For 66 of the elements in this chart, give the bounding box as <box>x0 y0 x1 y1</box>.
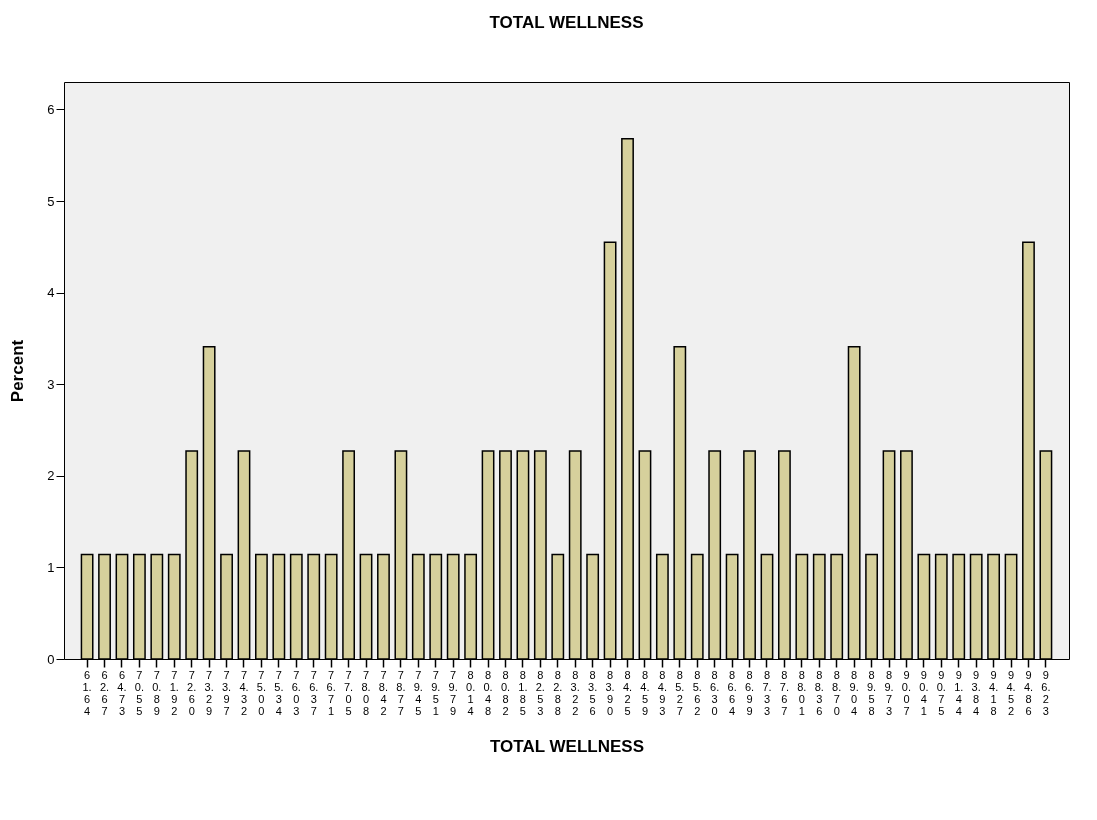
x-tick-label: 89.58 <box>866 668 877 717</box>
x-tick-label: 85.62 <box>692 668 702 717</box>
x-tick-label: 84.59 <box>640 668 650 717</box>
x-tick-label: 87.33 <box>762 668 772 717</box>
x-tick-label: 88.01 <box>797 668 807 717</box>
x-tick-label: 90.75 <box>936 668 946 717</box>
y-tick-label: 3 <box>47 376 55 392</box>
x-tick-label: 90.07 <box>901 668 912 717</box>
x-tick-label: 74.32 <box>239 668 249 717</box>
x-tick-label: 96.23 <box>1041 668 1051 717</box>
x-tick-label: 80.82 <box>500 668 511 717</box>
x-tick-label: 70.55 <box>134 668 144 717</box>
y-tick-label: 1 <box>47 559 55 575</box>
x-tick-label: 79.79 <box>448 668 458 717</box>
x-tick-label: 83.22 <box>570 668 580 717</box>
x-tick-label: 91.44 <box>954 668 964 717</box>
x-tick-label: 82.53 <box>535 668 545 717</box>
x-tick-label: 79.51 <box>431 668 441 717</box>
x-tick-label: 75.34 <box>274 668 284 717</box>
x-tick-label: 73.29 <box>204 668 214 717</box>
x-tick-label: 73.97 <box>221 668 232 717</box>
x-tick-label: 94.18 <box>989 668 999 717</box>
y-axis-title: Percent <box>8 339 28 403</box>
x-tick-label: 62.67 <box>99 668 110 717</box>
x-tick-label: 80.48 <box>483 668 493 717</box>
x-tick-label: 61.64 <box>82 668 92 717</box>
y-tick-label: 4 <box>47 285 55 301</box>
x-tick-label: 64.73 <box>117 668 127 717</box>
x-tick-label: 76.71 <box>326 668 336 717</box>
x-tick-label: 86.64 <box>727 668 737 717</box>
x-tick-label: 89.04 <box>849 668 859 717</box>
x-tick-label: 76.37 <box>309 668 319 717</box>
x-tick-label: 70.89 <box>152 668 162 717</box>
x-tick-label: 82.88 <box>553 668 563 717</box>
x-tick-label: 72.60 <box>187 668 197 717</box>
x-tick-label: 86.30 <box>710 668 720 717</box>
y-tick-label: 6 <box>47 101 55 117</box>
x-tick-label: 79.45 <box>413 668 423 717</box>
x-tick-label: 77.05 <box>344 668 354 717</box>
x-tick-label: 93.84 <box>971 668 981 717</box>
x-tick-label: 88.70 <box>832 668 842 717</box>
x-tick-label: 87.67 <box>779 668 789 717</box>
x-tick-label: 83.90 <box>605 668 615 717</box>
x-tick-label: 83.56 <box>588 668 598 717</box>
x-axis-title: TOTAL WELLNESS <box>490 736 644 756</box>
x-tick-label: 90.41 <box>919 668 929 717</box>
chart-title: TOTAL WELLNESS <box>489 13 644 32</box>
x-tick-label: 89.73 <box>884 668 894 717</box>
x-tick-label: 78.77 <box>396 668 406 717</box>
y-tick-label: 0 <box>47 651 55 667</box>
x-tick-label: 88.36 <box>814 668 824 717</box>
y-tick-label: 5 <box>47 193 55 209</box>
x-tick-label: 75.00 <box>256 668 267 717</box>
x-tick-label: 86.99 <box>744 668 755 717</box>
x-tick-label: 76.03 <box>291 668 301 717</box>
x-tick-label: 85.27 <box>675 668 685 717</box>
x-tick-label: 81.85 <box>518 668 528 717</box>
y-tick-label: 2 <box>47 468 55 484</box>
x-tick-label: 84.93 <box>657 668 667 717</box>
x-tick-label: 94.52 <box>1006 668 1016 717</box>
x-tick-label: 78.08 <box>361 668 371 717</box>
x-tick-label: 94.86 <box>1023 668 1034 717</box>
x-tick-label: 78.42 <box>378 668 389 717</box>
x-tick-label: 84.25 <box>622 668 633 717</box>
x-tick-label: 71.92 <box>169 668 179 717</box>
x-tick-label: 80.14 <box>466 668 476 717</box>
